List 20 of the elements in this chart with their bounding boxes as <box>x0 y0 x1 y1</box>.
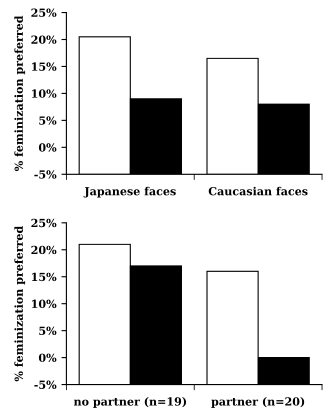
x-tick-label: no partner (n=19) <box>74 397 186 408</box>
y-tick-label: 20% <box>31 35 56 44</box>
y-tick-label: 25% <box>31 8 56 17</box>
y-tick-label: 0% <box>38 354 56 362</box>
y-axis-title: % feminization preferred <box>14 226 26 382</box>
y-tick-label: -5% <box>34 170 56 179</box>
x-tick-label: Japanese faces <box>84 186 176 198</box>
y-tick-label: 10% <box>32 300 56 308</box>
y-tick-label: -5% <box>34 380 56 389</box>
y-tick-label: 5% <box>39 116 56 125</box>
y-tick-label: 25% <box>31 218 56 228</box>
y-tick-label: 20% <box>31 246 56 254</box>
x-tick-label: Caucasian faces <box>208 186 308 196</box>
y-tick-label: 5% <box>39 326 56 336</box>
y-axis-title: % feminization preferred <box>14 16 26 172</box>
y-tick-label: 15% <box>32 272 56 282</box>
y-tick-label: 0% <box>38 143 56 152</box>
y-tick-label: 10% <box>32 89 56 98</box>
x-tick-label: partner (n=20) <box>211 397 304 408</box>
y-tick-label: 15% <box>32 62 56 71</box>
